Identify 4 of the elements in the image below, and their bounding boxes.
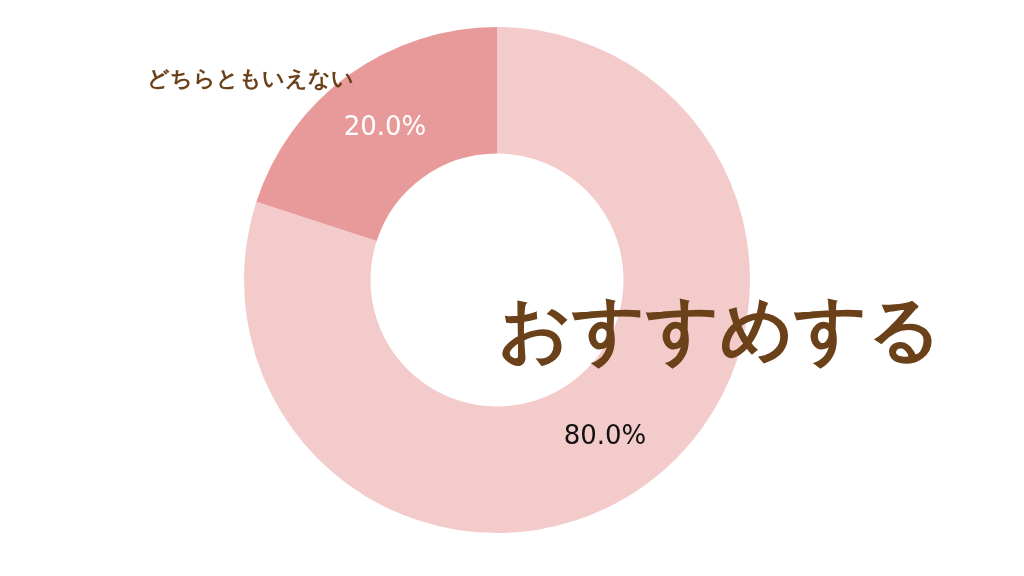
- slice-label: どちらともいえない: [146, 65, 354, 91]
- data-label: 80.0%: [563, 419, 647, 450]
- slice-label: おすすめする: [498, 286, 942, 371]
- data-label: 20.0%: [343, 110, 427, 141]
